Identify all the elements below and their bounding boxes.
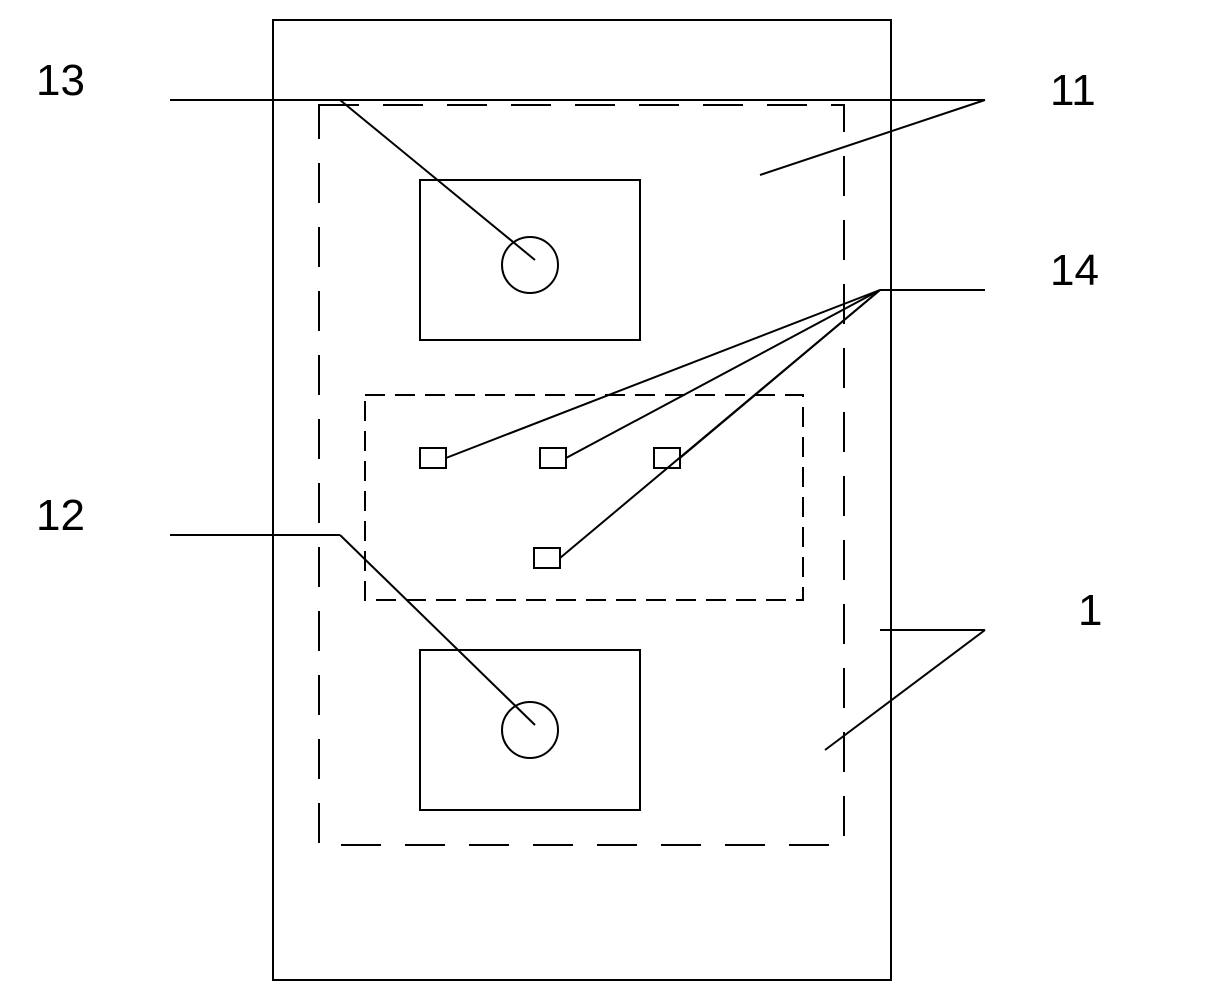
dashed-middle-rect	[365, 395, 803, 600]
label-13: 13	[36, 56, 85, 105]
leader-1-d	[825, 630, 985, 750]
circle-bottom	[502, 702, 558, 758]
label-12: 12	[36, 491, 85, 540]
label-11: 11	[1050, 66, 1096, 115]
small-box-2	[654, 448, 680, 468]
dashed-large-rect	[319, 105, 844, 845]
leader-14-branch-1	[566, 290, 880, 458]
leader-12-d	[340, 535, 535, 725]
leader-14-branch-3	[560, 290, 880, 558]
label-14: 14	[1050, 246, 1099, 295]
small-box-1	[540, 448, 566, 468]
inner-box-bottom	[420, 650, 640, 810]
small-box-0	[420, 448, 446, 468]
label-1: 1	[1078, 586, 1102, 635]
leader-14-branch-0	[446, 290, 880, 458]
inner-box-top	[420, 180, 640, 340]
circle-top	[502, 237, 558, 293]
leader-11-d	[760, 100, 985, 175]
small-box-3	[534, 548, 560, 568]
